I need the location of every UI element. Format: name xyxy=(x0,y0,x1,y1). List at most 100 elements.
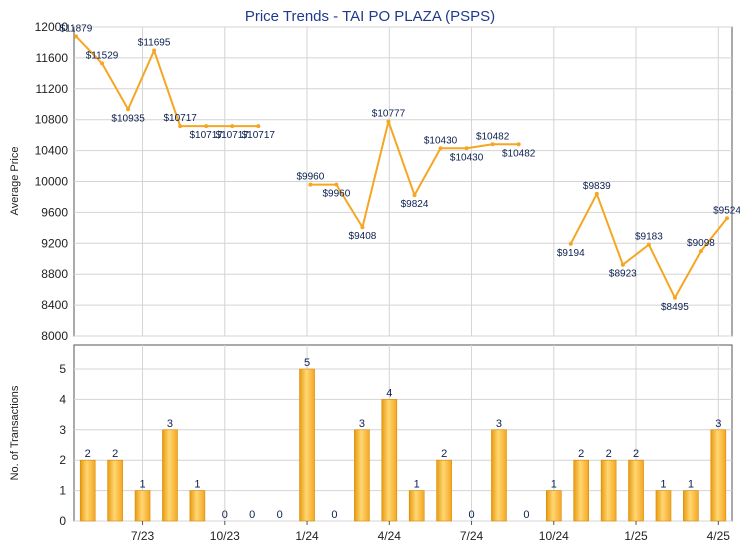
price-y-tick-label: 10800 xyxy=(35,113,69,127)
transactions-bar xyxy=(189,490,206,522)
price-line-segment xyxy=(75,35,259,128)
price-y-tick-label: 10000 xyxy=(35,175,69,189)
price-point xyxy=(100,61,105,66)
price-data-label: $10430 xyxy=(424,135,458,146)
price-y-axis-label: Average Price xyxy=(9,147,21,216)
x-tick-label: 1/24 xyxy=(295,529,319,543)
transactions-y-tick-label: 0 xyxy=(59,514,66,528)
price-point xyxy=(725,216,729,221)
x-tick-label: 4/25 xyxy=(707,529,731,543)
transactions-data-label: 2 xyxy=(85,448,91,460)
price-y-tick-label: 8400 xyxy=(41,298,68,312)
price-data-label: $9098 xyxy=(687,238,715,249)
price-point xyxy=(412,193,417,198)
transactions-data-label: 0 xyxy=(222,509,228,521)
price-y-tick-label: 11600 xyxy=(36,51,69,65)
transactions-data-label: 1 xyxy=(414,479,420,491)
transactions-bar xyxy=(354,429,370,522)
x-tick-label: 10/23 xyxy=(210,529,240,543)
price-data-label: $9408 xyxy=(349,231,377,242)
x-axis-ticks: 7/23 10/23 1/24 4/24 7/24 10/24 1/25 4/25 xyxy=(131,521,730,543)
transactions-bar xyxy=(491,429,507,522)
price-y-tick-label: 9200 xyxy=(41,236,68,250)
price-point xyxy=(204,124,209,129)
price-y-ticks: 12000 11600 11200 10800 10400 10000 9600 9200 88… xyxy=(35,20,69,343)
price-data-label: $9524 xyxy=(713,205,740,216)
price-point xyxy=(516,142,521,147)
price-data-label: $10935 xyxy=(111,113,145,124)
chart-title: Price Trends - TAI PO PLAZA (PSPS) xyxy=(245,8,495,25)
price-data-label: $11879 xyxy=(60,23,93,34)
price-point xyxy=(178,124,183,129)
transactions-data-label: 3 xyxy=(359,418,365,430)
price-gridlines xyxy=(74,26,732,337)
price-point xyxy=(126,107,131,112)
transactions-bar xyxy=(628,459,644,522)
transactions-bar xyxy=(162,429,178,522)
transactions-bar xyxy=(573,459,590,522)
price-data-label: $10777 xyxy=(372,108,406,119)
price-point xyxy=(360,225,365,230)
transactions-data-label: 4 xyxy=(386,387,392,399)
transactions-data-label: 5 xyxy=(304,357,310,369)
price-y-tick-label: 12000 xyxy=(35,20,69,34)
price-point xyxy=(646,242,651,247)
transactions-data-label: 0 xyxy=(468,509,474,521)
transactions-y-axis-label: No. of Transactions xyxy=(9,385,21,480)
price-point xyxy=(568,241,573,246)
price-point xyxy=(74,34,78,39)
price-y-tick-label: 8800 xyxy=(41,267,68,281)
transactions-bar xyxy=(381,399,398,522)
x-tick-label: 7/24 xyxy=(460,529,484,543)
transactions-data-label: 3 xyxy=(496,418,502,430)
transactions-data-label: 0 xyxy=(331,509,337,521)
transactions-bar xyxy=(600,459,617,522)
transactions-bar xyxy=(134,490,151,522)
x-tick-label: 10/24 xyxy=(539,529,569,543)
transactions-bar xyxy=(655,490,672,522)
price-point xyxy=(438,146,443,151)
x-tick-label: 4/24 xyxy=(378,529,402,543)
price-y-tick-label: 11200 xyxy=(36,82,69,96)
price-point xyxy=(256,124,261,129)
transactions-bar xyxy=(408,490,425,522)
price-data-label: $10430 xyxy=(450,152,484,163)
transactions-bar xyxy=(299,368,315,522)
price-point xyxy=(464,146,469,151)
price-data-label: $9839 xyxy=(583,181,611,192)
transactions-bars: 2 2 1 3 1 0 0 0 5 0 3 4 1 2 0 3 0 1 2 2 2 1 1 3 xyxy=(79,357,727,522)
price-point xyxy=(698,249,703,254)
price-data-label: $11695 xyxy=(138,38,171,49)
price-data-label: $9183 xyxy=(635,232,663,243)
price-data-label: $11529 xyxy=(86,50,119,61)
transactions-panel: 5 4 3 2 1 0 No. of Transactions 2 2 1 3 1 0 0 0 5 0 3 4 1… xyxy=(9,344,733,543)
price-data-label: $9960 xyxy=(322,189,350,200)
transactions-data-label: 1 xyxy=(551,479,557,491)
price-point xyxy=(490,142,495,147)
price-data-label: $9824 xyxy=(401,199,429,210)
transactions-y-tick-label: 3 xyxy=(59,423,66,437)
transactions-y-ticks: 5 4 3 2 1 0 xyxy=(59,362,66,528)
price-data-label: $9194 xyxy=(557,248,585,259)
transactions-data-label: 3 xyxy=(715,418,721,430)
price-data-label: $10717 xyxy=(190,130,224,141)
transactions-y-tick-label: 5 xyxy=(59,362,66,376)
transactions-data-label: 1 xyxy=(688,479,694,491)
price-data-label: $8495 xyxy=(661,302,689,313)
price-point xyxy=(620,262,625,267)
price-data-label: $9960 xyxy=(296,172,324,183)
price-y-tick-label: 10400 xyxy=(35,144,69,158)
transactions-data-label: 2 xyxy=(633,448,639,460)
transactions-y-tick-label: 1 xyxy=(59,484,66,498)
price-panel: 12000 11600 11200 10800 10400 10000 9600 9200 88… xyxy=(9,20,740,343)
price-series: $11879 $11529 $10935 $11695 $10717 $10717 $107… xyxy=(60,23,740,312)
price-data-label: $10482 xyxy=(476,131,510,142)
transactions-bar xyxy=(710,429,727,522)
price-y-tick-label: 8000 xyxy=(41,329,68,343)
transactions-bar xyxy=(545,490,562,522)
price-data-label: $10717 xyxy=(242,130,276,141)
transactions-y-tick-label: 4 xyxy=(59,392,66,406)
transactions-bar xyxy=(79,459,96,522)
